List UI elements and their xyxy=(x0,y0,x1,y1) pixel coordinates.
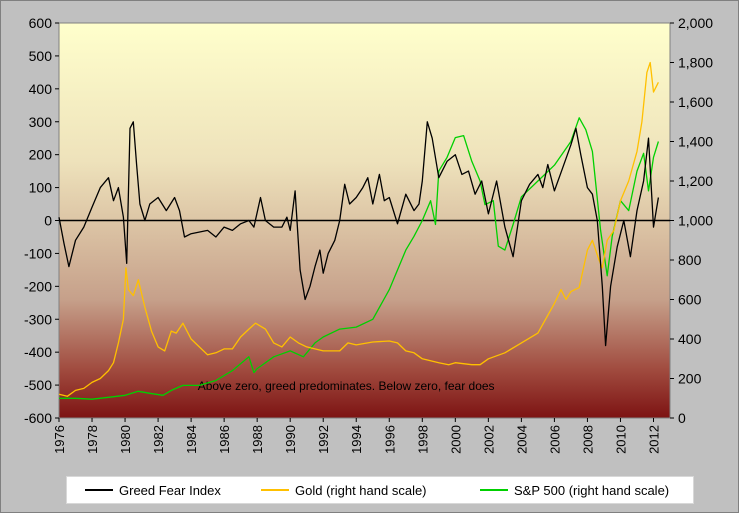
right-tick-label: 2,000 xyxy=(678,15,713,31)
legend-label-gold: Gold (right hand scale) xyxy=(295,482,427,498)
x-tick-label: 1978 xyxy=(85,425,100,454)
right-tick-label: 1,200 xyxy=(678,173,713,189)
left-tick-label: 400 xyxy=(29,81,53,97)
left-tick-label: 300 xyxy=(29,114,53,130)
right-tick-label: 200 xyxy=(678,371,702,387)
x-tick-label: 1984 xyxy=(184,425,199,454)
x-tick-label: 1988 xyxy=(250,425,265,454)
left-tick-label: 600 xyxy=(29,15,53,31)
left-tick-label: 100 xyxy=(29,180,53,196)
left-axis: 600 500 400 300 200 100 0 -100 -200 -300 -400 -500 -… xyxy=(24,15,59,426)
x-tick-label: 1980 xyxy=(118,425,133,454)
legend-swatch-greed-fear xyxy=(85,489,113,491)
series-line-greed-fear-index xyxy=(58,121,660,347)
series-line-gold-right-hand-scale xyxy=(58,61,659,397)
left-tick-label: 200 xyxy=(29,147,53,163)
left-tick-label: -400 xyxy=(24,344,52,360)
legend-item-sp500: S&P 500 (right hand scale) xyxy=(480,477,669,503)
left-tick-label: -100 xyxy=(24,245,52,261)
right-axis: 2,000 1,800 1,600 1,400 1,200 1,000 800 600 400 2… xyxy=(670,15,713,426)
right-tick-label: 1,600 xyxy=(678,94,713,110)
legend-item-greed-fear: Greed Fear Index xyxy=(85,477,221,503)
x-tick-label: 2012 xyxy=(647,425,662,454)
x-tick-label: 1998 xyxy=(415,425,430,454)
legend-swatch-gold xyxy=(261,489,289,491)
chart-annotation: Above zero, greed predominates. Below ze… xyxy=(198,379,495,393)
x-tick-label: 1976 xyxy=(52,425,67,454)
right-tick-label: 0 xyxy=(678,410,686,426)
x-axis: 1976 1978 1980 1982 1984 1986 1988 1990 1992 1994… xyxy=(52,418,662,454)
legend-swatch-sp500 xyxy=(480,489,508,491)
x-tick-label: 1986 xyxy=(217,425,232,454)
x-tick-label: 1992 xyxy=(316,425,331,454)
x-tick-label: 2004 xyxy=(514,425,529,454)
right-tick-label: 600 xyxy=(678,292,702,308)
legend-item-gold: Gold (right hand scale) xyxy=(261,477,427,503)
left-tick-label: -600 xyxy=(24,410,52,426)
x-tick-label: 1990 xyxy=(283,425,298,454)
right-tick-label: 1,400 xyxy=(678,134,713,150)
x-tick-label: 2002 xyxy=(481,425,496,454)
x-tick-label: 1996 xyxy=(382,425,397,454)
x-tick-label: 1994 xyxy=(349,425,364,454)
right-tick-label: 400 xyxy=(678,331,702,347)
left-tick-label: 500 xyxy=(29,48,53,64)
left-tick-label: -500 xyxy=(24,377,52,393)
right-tick-label: 800 xyxy=(678,252,702,268)
legend-label-sp500: S&P 500 (right hand scale) xyxy=(514,482,670,498)
x-tick-label: 2000 xyxy=(448,425,463,454)
right-tick-label: 1,800 xyxy=(678,55,713,71)
left-tick-label: 0 xyxy=(44,213,52,229)
left-tick-label: -200 xyxy=(24,278,52,294)
x-tick-label: 2006 xyxy=(547,425,562,454)
series-line-s-p-500-right-hand-scale xyxy=(59,117,660,400)
x-tick-label: 2010 xyxy=(614,425,629,454)
right-tick-label: 1,000 xyxy=(678,213,713,229)
x-tick-label: 2008 xyxy=(580,425,595,454)
x-tick-label: 1982 xyxy=(151,425,166,454)
legend-label-greed-fear: Greed Fear Index xyxy=(119,482,221,498)
legend: Greed Fear Index Gold (right hand scale)… xyxy=(66,476,694,504)
left-tick-label: -300 xyxy=(24,311,52,327)
